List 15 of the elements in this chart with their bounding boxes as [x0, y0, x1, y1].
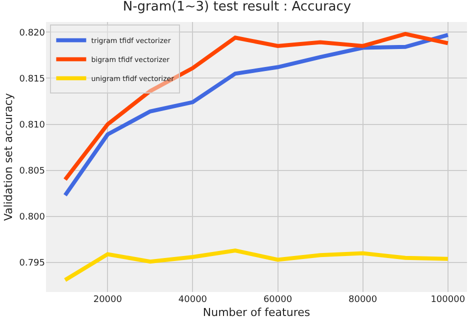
x-tick-label: 40000	[178, 295, 208, 305]
y-tick-label: 0.810	[19, 120, 46, 130]
y-tick-label: 0.800	[19, 212, 46, 223]
y-tick-label: 0.815	[19, 74, 45, 84]
y-tick-label: 0.805	[19, 166, 45, 177]
chart-title: N-gram(1~3) test result : Accuracy	[122, 0, 352, 15]
y-tick-label: 0.795	[19, 258, 45, 269]
x-tick-label: 60000	[263, 295, 292, 305]
x-tick-label: 20000	[93, 295, 122, 305]
x-tick-label: 80000	[348, 295, 378, 305]
x-tick-label: 100000	[430, 295, 466, 305]
y-tick-label: 0.820	[19, 28, 46, 38]
line-series	[63, 248, 450, 282]
y-axis-title: Validation set accuracy	[2, 92, 15, 221]
x-axis-title: Number of features	[202, 306, 310, 320]
